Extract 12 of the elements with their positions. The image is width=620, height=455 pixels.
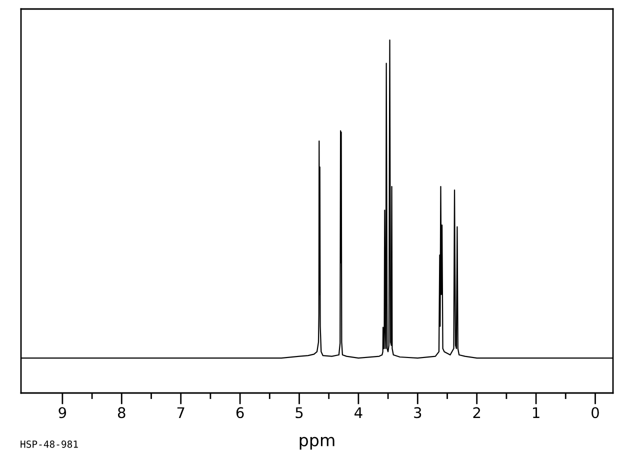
text: HSP-48-981 [20, 440, 78, 448]
x-tick-label: 2 [473, 407, 480, 418]
x-tick-label: 5 [296, 407, 303, 418]
x-tick-label: 4 [354, 407, 362, 418]
x-tick-label: 9 [58, 407, 66, 418]
x-tick-label: 8 [118, 407, 126, 418]
x-tick-label: 3 [414, 407, 422, 418]
x-tick-label: 0 [592, 407, 599, 418]
x-tick-label: 7 [177, 407, 184, 418]
x-tick-label: 1 [533, 407, 540, 418]
x-tick-label: 6 [236, 407, 244, 418]
x-axis-title: ppm [300, 436, 334, 450]
